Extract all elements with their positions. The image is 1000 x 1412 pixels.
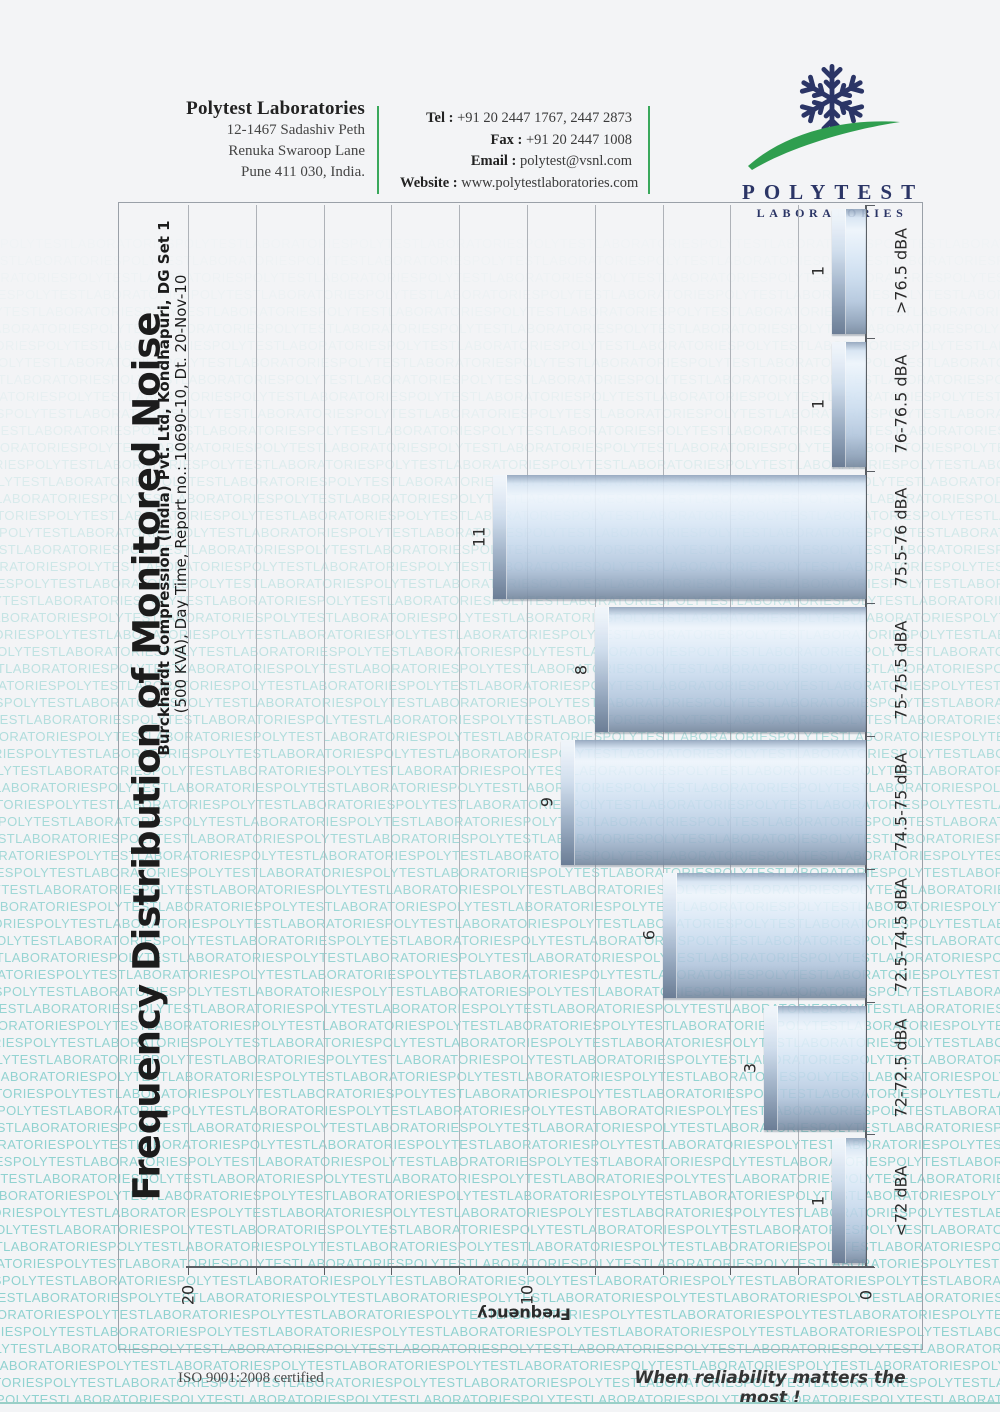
value-axis-tick [527, 1268, 528, 1275]
category-label: 75-75.5 dBA [891, 620, 911, 720]
value-axis-tick [255, 1268, 257, 1275]
category-label: 76-76.5 dBA [891, 354, 911, 454]
category-label: >76.5 dBA [891, 228, 911, 315]
category-label: 74.5-75 dBA [891, 752, 911, 852]
gridline [594, 205, 596, 1267]
bar-value-label: 9 [537, 797, 557, 808]
value-axis-line [186, 1266, 874, 1268]
bar [832, 341, 866, 467]
bar-value-label: 11 [469, 526, 489, 548]
bar-value-label: 1 [808, 1195, 828, 1206]
bar-value-label: 1 [808, 266, 828, 277]
bar-value-label: 6 [639, 930, 659, 941]
value-axis-tick [323, 1268, 325, 1275]
chart-subtitle-line1: Burckhardt Compression (India) Pvt. Ltd,… [155, 220, 173, 756]
value-axis-tick [188, 1268, 189, 1275]
category-label: 72.5-74.5 dBA [891, 878, 911, 993]
bar [493, 474, 866, 600]
gridline [255, 205, 257, 1267]
gridline [459, 205, 461, 1267]
bar-value-label: 8 [571, 664, 591, 675]
value-axis-tick [798, 1268, 800, 1275]
category-axis-tick [867, 1001, 875, 1003]
value-axis-tick-label: 20 [178, 1284, 198, 1306]
bar [764, 1005, 866, 1131]
category-axis-tick [867, 470, 875, 472]
value-axis-tick-label: 10 [517, 1284, 537, 1306]
category-axis-tick [867, 337, 875, 339]
value-axis-title: Frequency [477, 1304, 571, 1324]
gridline [391, 205, 393, 1267]
bar [560, 740, 866, 865]
category-axis-tick [867, 205, 875, 206]
category-label: 72-72.5 dBA [891, 1018, 911, 1118]
category-label: <72 dBA [891, 1165, 911, 1237]
category-label: 75.5-76 dBA [891, 487, 911, 587]
bar-value-label: 3 [740, 1062, 760, 1073]
gridline [188, 205, 189, 1267]
value-axis-tick [459, 1268, 461, 1275]
bar [594, 607, 866, 732]
category-axis-tick [867, 603, 875, 605]
category-axis-tick [867, 1267, 875, 1268]
bar-value-label: 1 [808, 399, 828, 410]
category-axis-tick [867, 1134, 875, 1136]
bar [662, 872, 866, 998]
footer-rule [0, 1402, 1000, 1404]
category-axis-tick [867, 868, 875, 870]
iso-certification-text: ISO 9001:2008 certified [178, 1370, 324, 1386]
value-axis-tick [391, 1268, 393, 1275]
gridline [323, 205, 325, 1267]
gridline [527, 205, 528, 1267]
bar [832, 209, 866, 334]
bar [832, 1138, 866, 1263]
value-axis-tick-label: 0 [856, 1289, 876, 1301]
gridline [662, 205, 664, 1267]
gridline [730, 205, 732, 1267]
category-axis-tick [867, 736, 875, 737]
value-axis-tick [594, 1268, 596, 1275]
value-axis-tick [730, 1268, 732, 1275]
value-axis-tick [662, 1268, 664, 1275]
